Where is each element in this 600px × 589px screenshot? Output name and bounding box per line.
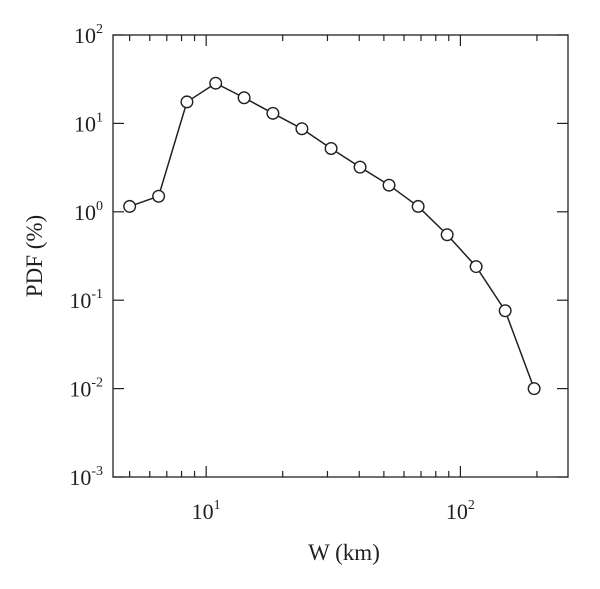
y-axis-title: PDF (%) [22,215,47,297]
y-tick-label: 101 [74,110,103,136]
x-tick-labels: 101 102 [192,498,475,524]
data-point [237,91,251,105]
data-point [498,304,512,318]
y-tick-labels: 102 101 100 10-1 10-2 10-3 [69,22,103,490]
y-tick-label: 10-1 [69,287,103,313]
data-point [324,142,338,156]
data-point [469,260,483,274]
plot-frame [112,34,569,478]
y-tick-label: 100 [74,199,103,225]
data-point [266,106,280,120]
x-tick-label: 101 [192,498,221,524]
data-point [411,199,425,213]
data-point [123,199,137,213]
data-point [152,189,166,203]
x-axis-title: W (km) [308,540,380,565]
y-tick-label: 102 [74,22,103,48]
data-point [209,76,223,90]
data-point [440,228,454,242]
x-tick-label: 102 [446,498,475,524]
series-line [129,82,535,389]
data-point [295,122,309,136]
series-layer [123,76,541,396]
y-tick-label: 10-3 [69,464,103,490]
axis-ticks [113,34,568,478]
data-point [180,95,194,109]
data-point [382,178,396,192]
data-point [527,382,541,396]
data-point [353,160,367,174]
y-tick-label: 10-2 [69,376,103,402]
